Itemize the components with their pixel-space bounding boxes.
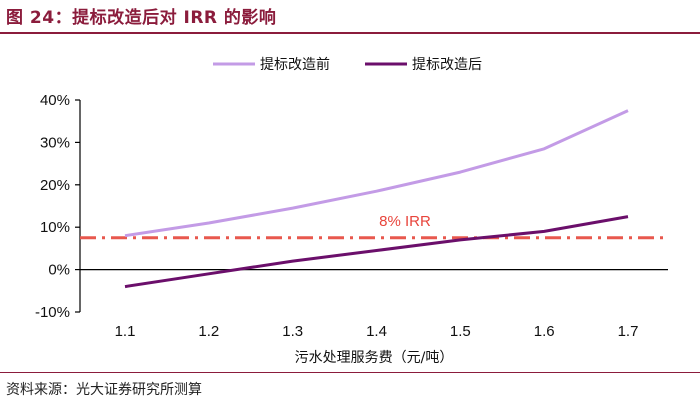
source-rule [0,372,700,373]
x-tick-label: 1.3 [282,323,303,340]
series-line-after-upgrade [124,215,629,289]
title-rule [0,32,700,34]
axes: -10% 0% 10% 20% 30% 40% 1.1 1.2 1.3 1.4 1.5 1.6 1.7 污… [35,92,668,366]
irr-line-chart: -10% 0% 10% 20% 30% 40% 1.1 1.2 1.3 1.4 1.5 1.6 1.7 污… [35,56,668,366]
x-tick-label: 1.1 [115,323,136,340]
x-axis-title: 污水处理服务费（元/吨） [295,350,454,366]
x-tick-label: 1.7 [618,323,639,340]
source-note: 资料来源：光大证券研究所测算 [6,382,202,398]
y-tick-label: 30% [40,134,70,151]
x-tick-label: 1.6 [534,323,555,340]
y-tick-label: 40% [40,92,70,109]
legend-label-before: 提标改造前 [260,56,330,73]
x-tick-label: 1.4 [366,323,387,340]
y-tick-label: 0% [48,262,70,279]
legend: 提标改造前 提标改造后 [213,56,482,73]
x-tick-label: 1.5 [450,323,471,340]
y-tick-label: -10% [35,304,70,321]
y-tick-label: 20% [40,177,70,194]
legend-label-after: 提标改造后 [412,57,482,73]
reference-line-group: 8% IRR [80,213,668,240]
figure-title: 图 24：提标改造后对 IRR 的影响 [6,8,277,28]
series-group [124,109,629,289]
x-tick-label: 1.2 [198,323,219,340]
y-tick-label: 10% [40,219,70,236]
series-line-before-upgrade [124,109,629,238]
title-bar: 图 24：提标改造后对 IRR 的影响 [0,0,700,34]
reference-line-label: 8% IRR [379,213,431,230]
